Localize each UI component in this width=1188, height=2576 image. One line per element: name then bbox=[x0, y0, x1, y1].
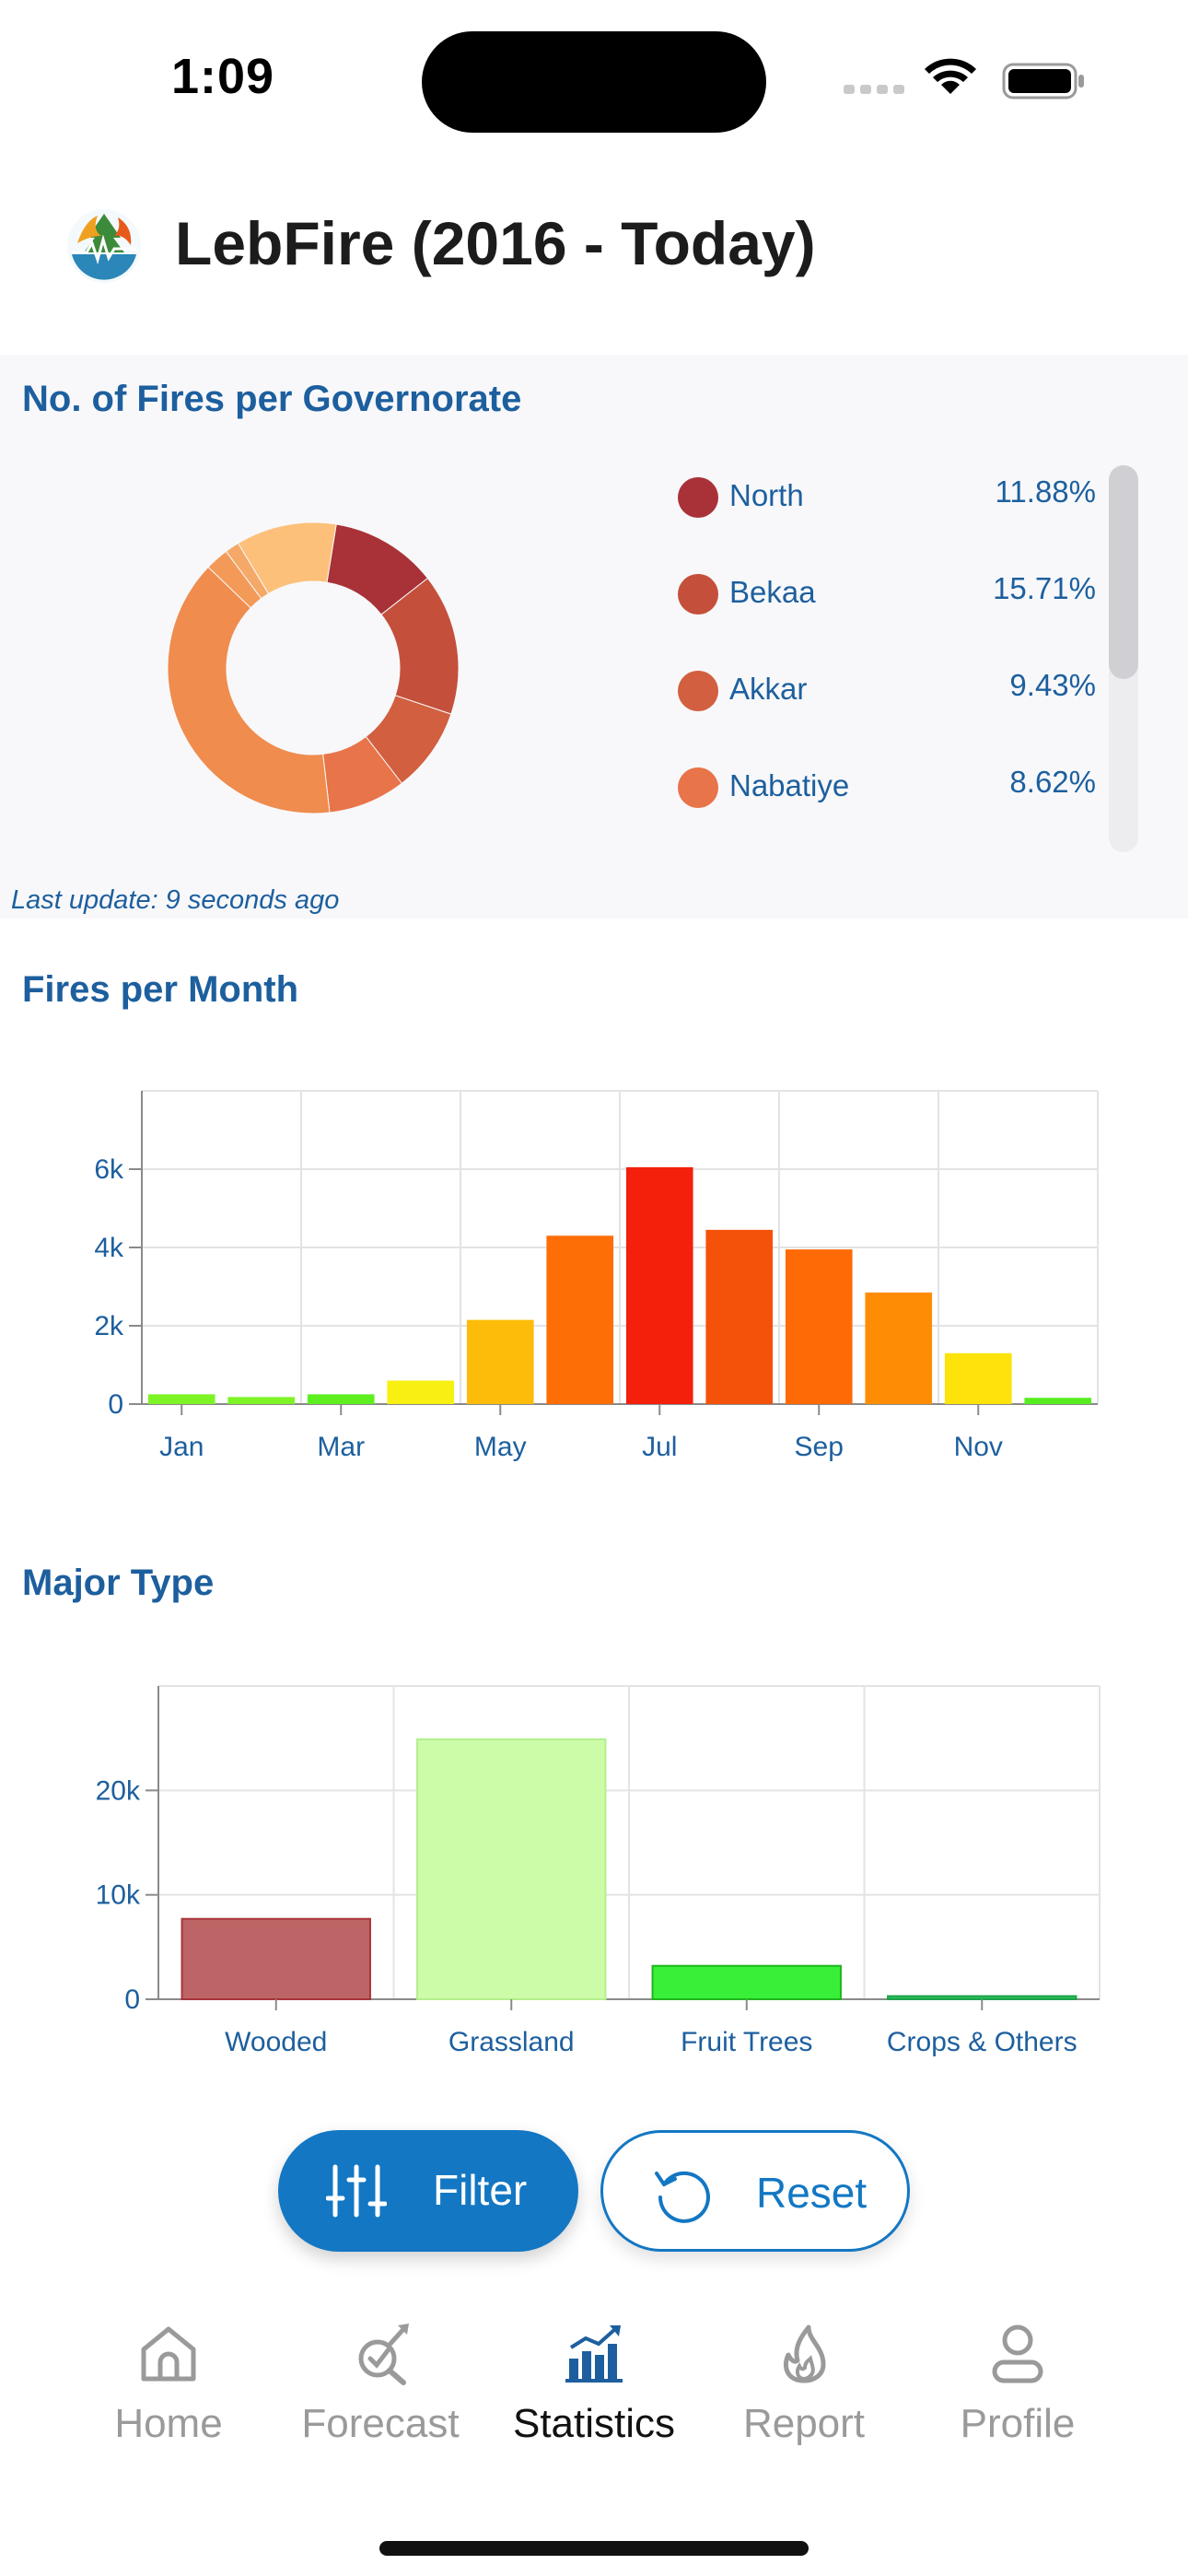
tab-bar: Home Forecast Statistics Report bbox=[0, 2285, 1188, 2576]
tab-statistics-label: Statistics bbox=[512, 2401, 676, 2446]
legend-color-dot bbox=[678, 671, 718, 711]
legend-item[interactable]: Nabatiye 8.62% bbox=[663, 755, 1096, 820]
legend-color-dot bbox=[678, 767, 718, 808]
status-time: 1:09 bbox=[171, 49, 275, 104]
tab-home[interactable]: Home bbox=[63, 2322, 274, 2488]
profile-icon bbox=[992, 2324, 1043, 2383]
donut-slice[interactable] bbox=[167, 566, 331, 814]
x-tick-label: Nov bbox=[954, 1432, 1003, 1462]
legend-name: Bekaa bbox=[729, 575, 816, 609]
home-indicator bbox=[379, 2541, 809, 2556]
bar-jan[interactable] bbox=[147, 1394, 215, 1404]
y-tick-label: 2k bbox=[94, 1311, 124, 1341]
governorate-donut-chart[interactable] bbox=[147, 502, 479, 834]
bar-dec[interactable] bbox=[1024, 1398, 1092, 1404]
sliders-icon bbox=[326, 2164, 387, 2218]
legend-item[interactable]: North 11.88% bbox=[663, 465, 1096, 530]
tab-report-label: Report bbox=[742, 2401, 866, 2446]
signal-icon bbox=[844, 85, 904, 94]
tab-forecast-label: Forecast bbox=[301, 2401, 460, 2446]
bar-jul[interactable] bbox=[625, 1166, 693, 1404]
tab-statistics[interactable]: Statistics bbox=[488, 2322, 700, 2488]
governorate-legend[interactable]: North 11.88% Bekaa 15.71% Akkar 9.43% Nabatiye… bbox=[663, 465, 1096, 843]
governorate-section: No. of Fires per Governorate North 11.88%… bbox=[0, 355, 1188, 919]
reset-button-label: Reset bbox=[756, 2169, 868, 2217]
legend-color-dot bbox=[678, 574, 718, 615]
legend-color-dot bbox=[678, 477, 718, 518]
legend-percent: 9.43% bbox=[1009, 668, 1096, 702]
legend-scrollbar-thumb[interactable] bbox=[1109, 465, 1138, 679]
last-update-text: Last update: 9 seconds ago bbox=[11, 885, 340, 915]
x-tick-label: Jan bbox=[159, 1432, 204, 1462]
bar-mar[interactable] bbox=[307, 1394, 375, 1404]
month-section-title: Fires per Month bbox=[22, 969, 299, 1010]
legend-name: North bbox=[729, 478, 804, 512]
x-tick-label: Fruit Trees bbox=[681, 2027, 812, 2057]
bar-feb[interactable] bbox=[227, 1397, 296, 1404]
donut-slice[interactable] bbox=[237, 521, 337, 595]
filter-button[interactable]: Filter bbox=[278, 2130, 578, 2252]
app-title: LebFire (2016 - Today) bbox=[175, 209, 816, 277]
x-tick-label: Grassland bbox=[448, 2027, 575, 2057]
x-tick-label: Wooded bbox=[225, 2027, 327, 2057]
y-tick-label: 10k bbox=[96, 1880, 141, 1911]
bar-crops-others[interactable] bbox=[887, 1995, 1077, 2001]
bar-wooded[interactable] bbox=[181, 1917, 371, 2001]
tab-forecast[interactable]: Forecast bbox=[274, 2322, 486, 2488]
y-tick-label: 20k bbox=[96, 1775, 141, 1806]
statistics-icon bbox=[565, 2325, 623, 2383]
legend-name: Akkar bbox=[729, 672, 808, 706]
legend-percent: 15.71% bbox=[993, 571, 1096, 605]
home-icon bbox=[141, 2326, 196, 2382]
x-tick-label: Crops & Others bbox=[887, 2027, 1077, 2057]
reset-button[interactable]: Reset bbox=[600, 2130, 910, 2252]
reset-icon bbox=[655, 2171, 710, 2223]
bar-nov[interactable] bbox=[944, 1352, 1012, 1404]
governorate-section-title: No. of Fires per Governorate bbox=[22, 379, 522, 419]
legend-item[interactable]: Akkar 9.43% bbox=[663, 659, 1096, 723]
x-tick-label: May bbox=[474, 1432, 527, 1462]
status-bar: 1:09 bbox=[0, 0, 1188, 157]
legend-percent: 11.88% bbox=[995, 474, 1096, 509]
battery-icon bbox=[1002, 63, 1084, 100]
forecast-icon bbox=[358, 2324, 409, 2385]
bar-apr[interactable] bbox=[387, 1380, 455, 1405]
bar-grassland[interactable] bbox=[416, 1738, 607, 2001]
tab-home-label: Home bbox=[114, 2401, 223, 2446]
bar-fruit-trees[interactable] bbox=[651, 1964, 842, 2001]
bar-sep[interactable] bbox=[785, 1249, 853, 1404]
tab-profile-label: Profile bbox=[960, 2401, 1076, 2446]
y-tick-label: 4k bbox=[94, 1233, 124, 1263]
fires-per-month-chart[interactable]: 0 2k 4k 6k Jan Mar May Jul Sep Nov bbox=[0, 1069, 1188, 1493]
y-tick-label: 0 bbox=[124, 1985, 140, 2015]
status-icons bbox=[844, 58, 1084, 100]
x-tick-label: Sep bbox=[795, 1432, 844, 1462]
dynamic-island bbox=[422, 31, 766, 133]
x-tick-label: Jul bbox=[642, 1432, 677, 1462]
tab-profile[interactable]: Profile bbox=[912, 2322, 1124, 2488]
wifi-icon bbox=[925, 58, 976, 94]
tab-report[interactable]: Report bbox=[698, 2322, 910, 2488]
bar-may[interactable] bbox=[466, 1319, 534, 1404]
major-type-chart[interactable]: 0 10k 20k Wooded Grassland Fruit Trees Crops &… bbox=[0, 1668, 1188, 2091]
x-tick-label: Mar bbox=[317, 1432, 365, 1462]
type-section-title: Major Type bbox=[22, 1563, 215, 1603]
y-tick-label: 6k bbox=[94, 1154, 124, 1185]
legend-name: Nabatiye bbox=[729, 768, 850, 802]
bar-jun[interactable] bbox=[546, 1235, 614, 1404]
app-header: LebFire (2016 - Today) bbox=[0, 184, 1188, 350]
legend-percent: 8.62% bbox=[1009, 765, 1096, 799]
fire-icon bbox=[783, 2324, 826, 2383]
legend-item[interactable]: Bekaa 15.71% bbox=[663, 562, 1096, 626]
y-tick-label: 0 bbox=[108, 1389, 123, 1420]
lebfire-logo-icon bbox=[67, 209, 141, 283]
bar-aug[interactable] bbox=[705, 1229, 774, 1404]
bar-oct[interactable] bbox=[865, 1292, 933, 1404]
filter-button-label: Filter bbox=[433, 2166, 528, 2214]
